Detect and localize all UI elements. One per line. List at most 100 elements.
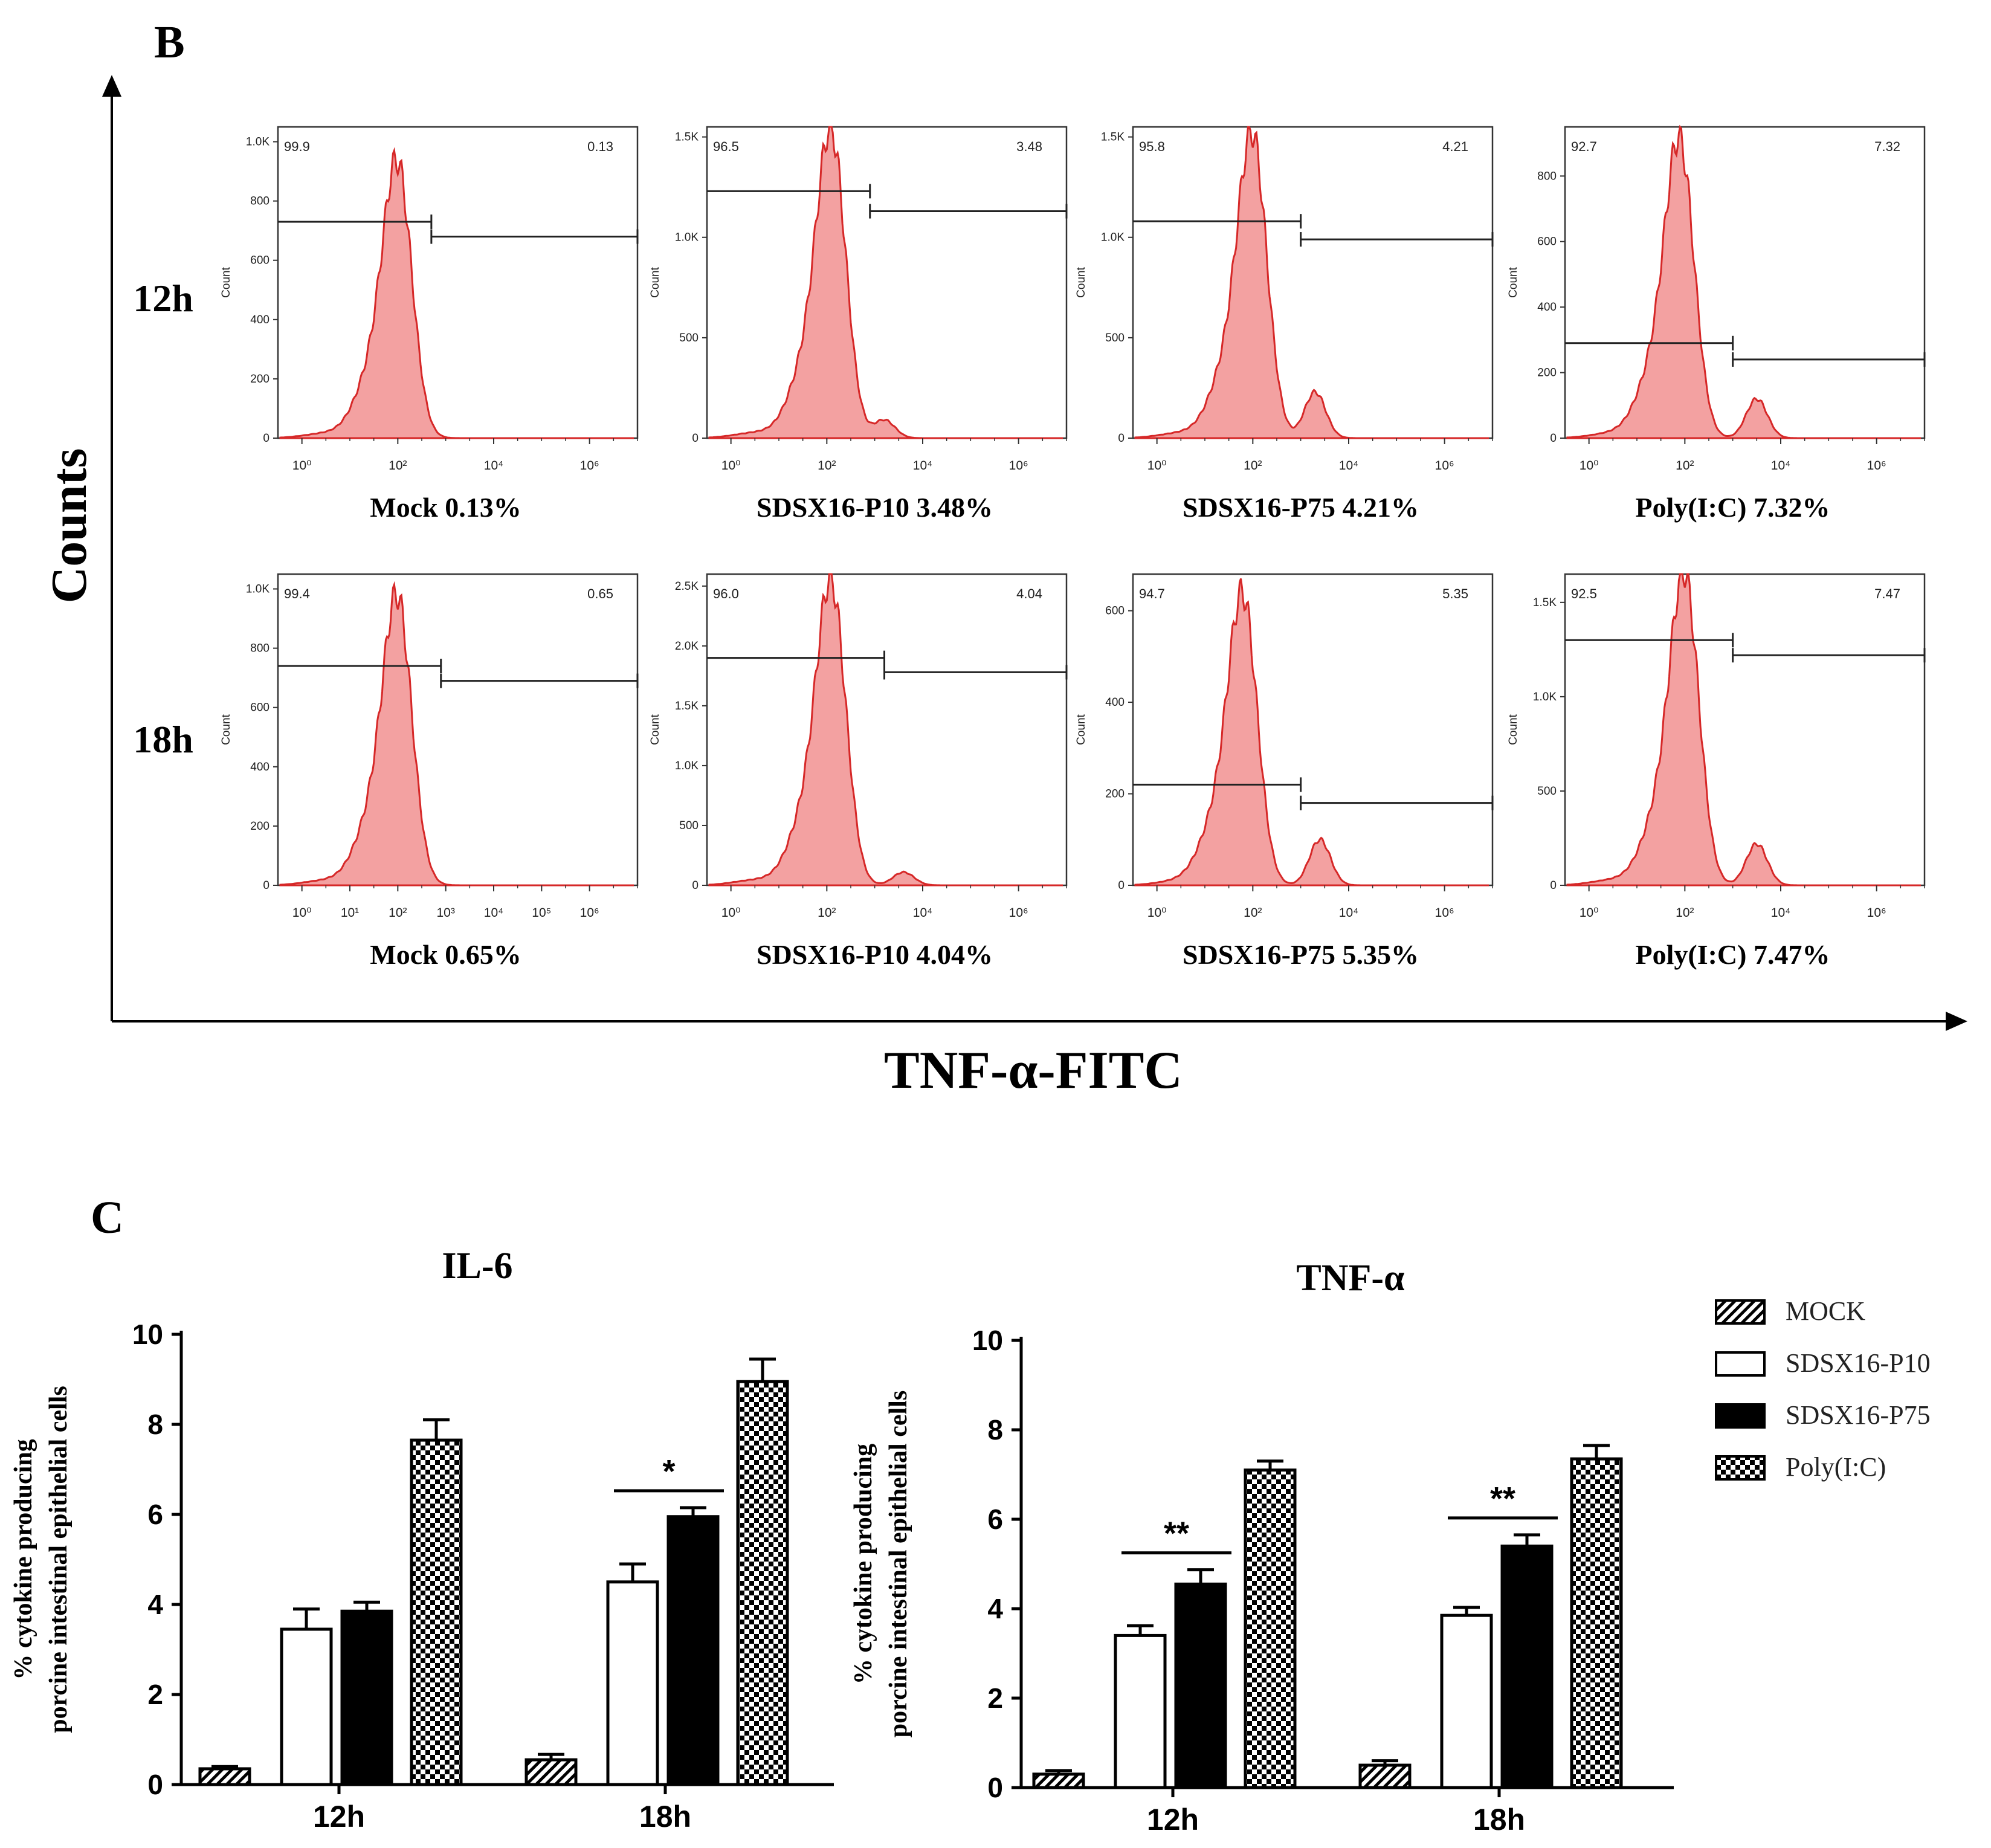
y-tick-label: 1.5K bbox=[1533, 596, 1557, 609]
y-tick-label: 2.0K bbox=[675, 640, 699, 653]
y-tick-label: 800 bbox=[1537, 170, 1557, 183]
y-tick-label: 2 bbox=[987, 1682, 1003, 1714]
x-tick-label: 10⁴ bbox=[484, 906, 503, 920]
count-label: Count bbox=[649, 267, 662, 297]
y-tick-label: 1.0K bbox=[246, 136, 269, 149]
bar-chart-il6: IL-6 0 2 4 6 8 10 % cytokine producing porcine i… bbox=[10, 1245, 834, 1833]
y-tick-label: 0 bbox=[147, 1769, 163, 1800]
x-tick-label: 10⁰ bbox=[1580, 459, 1599, 473]
gate-right-percent: 3.48 bbox=[1016, 139, 1042, 154]
legend-label-p75: SDSX16-P75 bbox=[1786, 1400, 1931, 1430]
histogram-frame bbox=[1132, 573, 1494, 887]
gate-right-percent: 5.35 bbox=[1442, 586, 1468, 601]
x-tick-label: 10⁰ bbox=[292, 906, 312, 920]
histogram-area bbox=[708, 126, 1063, 439]
y-tick-label: 0 bbox=[1118, 879, 1125, 892]
x-tick-label: 10² bbox=[818, 906, 836, 920]
x-tick-label: 10⁰ bbox=[721, 906, 741, 920]
x-tick-label: 10⁴ bbox=[484, 459, 503, 473]
y-tick-label: 2.5K bbox=[675, 580, 699, 593]
bar-chart-tnf: TNF-α 0 2 4 6 8 10 % cytokine producing porcine … bbox=[850, 1258, 1674, 1837]
y-tick-label: 500 bbox=[1537, 785, 1557, 798]
x-tick-label: 10⁰ bbox=[292, 459, 312, 473]
bar bbox=[736, 1380, 789, 1786]
x-tick-label: 10¹ bbox=[341, 906, 359, 920]
x-tick-label: 10⁴ bbox=[1339, 459, 1358, 473]
y-tick-label: 600 bbox=[1105, 605, 1125, 618]
histogram-caption: SDSX16-P10 3.48% bbox=[757, 492, 993, 523]
y-tick-label: 400 bbox=[1537, 301, 1557, 314]
histogram-area bbox=[1566, 573, 1922, 887]
gate-left-percent: 94.7 bbox=[1139, 586, 1165, 601]
x-tick-label: 12h bbox=[313, 1800, 365, 1833]
y-tick-label: 1.5K bbox=[675, 131, 699, 144]
bar bbox=[524, 1758, 578, 1786]
histogram-frame bbox=[1132, 126, 1494, 439]
x-tick-label: 10⁴ bbox=[913, 906, 932, 920]
histogram-frame bbox=[706, 126, 1068, 439]
bar bbox=[1114, 1633, 1167, 1789]
bar bbox=[340, 1609, 393, 1786]
x-tick-label: 10² bbox=[818, 459, 836, 473]
x-tick-label: 10⁵ bbox=[532, 906, 551, 920]
histogram-panel: 0 200 400 600 800 1.0K Count 10⁰ 10² 10⁴ 10⁶ 99.9 0.… bbox=[220, 126, 639, 523]
y-tick-label: 1.0K bbox=[1533, 691, 1557, 703]
histogram-frame bbox=[1564, 126, 1926, 439]
gate-left-percent: 99.4 bbox=[284, 586, 310, 601]
x-tick-label: 10⁶ bbox=[580, 906, 599, 920]
bar bbox=[606, 1580, 659, 1786]
histogram-panel: 0 200 400 600 800 Count 10⁰ 10² 10⁴ 10⁶ 92.7 7.32 Po… bbox=[1507, 124, 1926, 523]
histogram-frame bbox=[1564, 573, 1926, 887]
x-tick-label: 10⁰ bbox=[1147, 906, 1167, 920]
y-tick-label: 0 bbox=[263, 879, 269, 892]
x-tick-label: 10⁶ bbox=[1435, 459, 1454, 473]
histogram-caption: Poly(I:C) 7.32% bbox=[1636, 492, 1830, 523]
x-tick-label: 10⁴ bbox=[1771, 459, 1790, 473]
histogram-caption: SDSX16-P75 4.21% bbox=[1183, 492, 1419, 523]
histogram-area bbox=[1566, 124, 1922, 439]
bar bbox=[198, 1767, 251, 1786]
chart-title: IL-6 bbox=[442, 1245, 512, 1287]
legend-swatch-polyic bbox=[1715, 1455, 1766, 1481]
histogram-caption: SDSX16-P75 5.35% bbox=[1183, 939, 1419, 970]
y-tick-label: 0 bbox=[1118, 432, 1125, 445]
y-tick-label: 800 bbox=[250, 642, 269, 655]
histogram-area bbox=[1134, 126, 1489, 439]
bar bbox=[1440, 1614, 1493, 1789]
y-tick-label: 6 bbox=[987, 1504, 1003, 1535]
gate-left-percent: 99.9 bbox=[284, 139, 310, 154]
x-tick-label: 10⁶ bbox=[1435, 906, 1454, 920]
x-tick-label: 10⁰ bbox=[1147, 459, 1167, 473]
x-tick-label: 10⁴ bbox=[1339, 906, 1358, 920]
y-tick-label: 400 bbox=[250, 761, 269, 774]
tnf-fitc-axis-label: TNF-α-FITC bbox=[884, 1041, 1183, 1100]
gate-left-percent: 95.8 bbox=[1139, 139, 1165, 154]
x-tick-label: 18h bbox=[639, 1800, 691, 1833]
histogram-panel: 0 500 1.0K 1.5K Count 10⁰ 10² 10⁴ 10⁶ 92.5 7.47 Pol… bbox=[1507, 573, 1926, 970]
x-tick-label: 10⁰ bbox=[1580, 906, 1599, 920]
histogram-caption: Mock 0.13% bbox=[370, 492, 521, 523]
count-label: Count bbox=[1507, 714, 1520, 745]
y-tick-label: 0 bbox=[1550, 879, 1557, 892]
y-tick-label: 0 bbox=[692, 432, 699, 445]
count-label: Count bbox=[1507, 267, 1520, 297]
y-tick-label: 600 bbox=[1537, 236, 1557, 248]
y-tick-label: 600 bbox=[250, 254, 269, 267]
y-tick-label: 1.0K bbox=[246, 583, 269, 596]
x-tick-label: 12h bbox=[1147, 1803, 1199, 1837]
y-tick-label: 500 bbox=[679, 819, 699, 832]
x-tick-label: 10⁴ bbox=[1771, 906, 1790, 920]
y-tick-label: 0 bbox=[263, 432, 269, 445]
x-tick-label: 10³ bbox=[436, 906, 454, 920]
y-tick-label: 200 bbox=[1537, 367, 1557, 380]
gate-left-percent: 92.7 bbox=[1571, 139, 1597, 154]
y-tick-label: 4 bbox=[987, 1593, 1003, 1624]
histogram-frame bbox=[277, 126, 639, 439]
bar-charts: IL-6 0 2 4 6 8 10 % cytokine producing porcine i… bbox=[10, 1245, 1674, 1837]
y-axis-label-line1: % cytokine producing bbox=[850, 1444, 877, 1684]
histogram-area bbox=[279, 147, 634, 439]
panel-b-label: B bbox=[154, 17, 185, 68]
bar bbox=[666, 1515, 720, 1786]
y-tick-label: 200 bbox=[250, 820, 269, 833]
